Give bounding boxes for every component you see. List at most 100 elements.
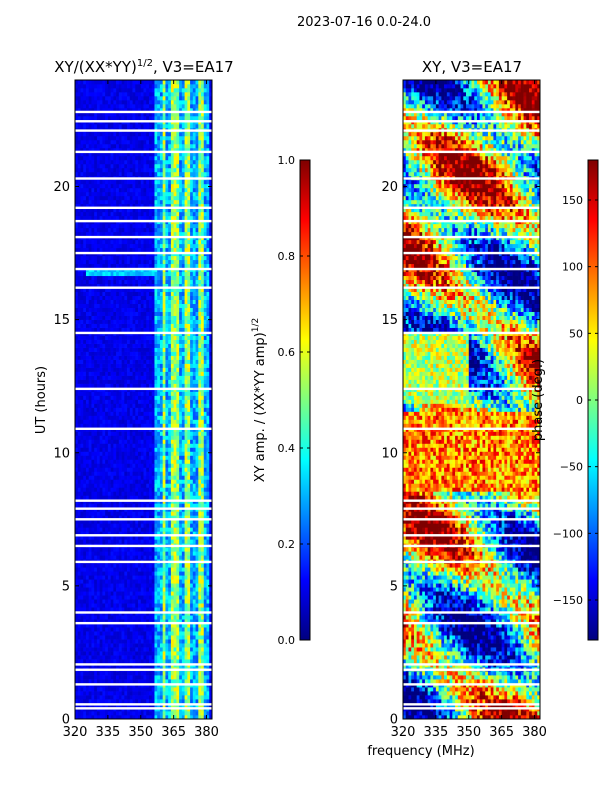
amp-cell: [99, 655, 103, 660]
amp-cell: [192, 635, 196, 640]
amp-cell: [107, 355, 111, 360]
amp-cell: [165, 583, 169, 588]
amp-cell: [99, 515, 103, 520]
amp-cell: [118, 467, 122, 472]
amp-cell: [116, 595, 120, 600]
amp-cell: [190, 479, 194, 484]
amp-cell: [132, 527, 136, 532]
amp-cell: [140, 595, 144, 600]
amp-cell: [91, 639, 95, 644]
amp-cell: [159, 359, 164, 364]
amp-cell: [96, 535, 101, 540]
amp-cell: [201, 651, 205, 656]
amp-cell: [113, 343, 117, 348]
amp-cell: [162, 375, 166, 380]
amp-cell: [127, 439, 131, 444]
amp-cell: [91, 339, 95, 344]
amp-cell: [151, 599, 155, 604]
amp-cell: [165, 527, 169, 532]
amp-cell: [99, 443, 103, 448]
amp-cell: [192, 375, 196, 380]
amp-cell: [88, 479, 92, 484]
amp-cell: [209, 455, 213, 460]
amp-cell: [116, 711, 120, 716]
amp-cell: [94, 423, 98, 428]
amp-cell: [140, 467, 144, 472]
amp-cell: [162, 459, 166, 464]
amp-cell: [96, 551, 101, 556]
amp-cell: [140, 443, 144, 448]
amp-cell: [192, 567, 196, 572]
amp-cell: [132, 467, 136, 472]
amp-cell: [129, 579, 133, 584]
amp-cell: [179, 615, 183, 620]
amp-cell: [105, 655, 109, 660]
amp-cell: [91, 411, 95, 416]
amp-cell: [127, 491, 131, 496]
amp-cell: [94, 491, 98, 496]
amp-cell: [206, 475, 210, 480]
amp-cell: [206, 323, 210, 328]
amp-cell: [124, 527, 128, 532]
amp-cell: [77, 359, 81, 364]
amp-cell: [151, 631, 155, 636]
amp-cell: [116, 571, 120, 576]
amp-cell: [118, 687, 122, 692]
amp-cell: [154, 335, 158, 340]
amp-cell: [170, 639, 174, 644]
amp-cell: [176, 367, 180, 372]
amp-cell: [190, 423, 194, 428]
amp-cell: [83, 531, 87, 536]
amp-cell: [77, 475, 81, 480]
amp-cell: [127, 691, 131, 696]
amp-cell: [140, 451, 144, 456]
amp-cell: [190, 575, 194, 580]
amp-cell: [91, 511, 95, 516]
amp-cell: [113, 711, 117, 716]
amp-cell: [151, 443, 155, 448]
amp-cell: [77, 539, 81, 544]
amp-cell: [206, 555, 210, 560]
amp-cell: [143, 539, 147, 544]
amp-cell: [187, 375, 191, 380]
amp-cell: [132, 355, 136, 360]
amp-cell: [91, 399, 95, 404]
amp-cell: [179, 419, 183, 424]
amp-cell: [190, 695, 194, 700]
amp-cell: [148, 687, 153, 692]
amp-cell: [148, 351, 153, 356]
amp-cell: [198, 343, 202, 348]
amp-cell: [170, 699, 174, 704]
amp-cell: [80, 363, 84, 368]
amp-cell: [102, 647, 106, 652]
amp-cell: [140, 491, 144, 496]
amp-cell: [140, 571, 144, 576]
amp-cell: [176, 431, 180, 436]
amp-cell: [148, 439, 153, 444]
amp-cell: [116, 439, 120, 444]
amp-cell: [80, 635, 84, 640]
amp-cell: [154, 423, 158, 428]
amp-cell: [184, 655, 188, 660]
amp-cell: [132, 587, 136, 592]
amp-cell: [96, 655, 101, 660]
amp-cell: [132, 583, 136, 588]
amp-cell: [132, 443, 136, 448]
amp-cell: [99, 615, 103, 620]
amp-cell: [75, 639, 79, 644]
amp-cell: [135, 363, 139, 368]
amp-cell: [162, 603, 166, 608]
amp-cell: [127, 383, 131, 388]
amp-cell: [165, 591, 169, 596]
amp-cell: [143, 691, 147, 696]
amp-cell: [154, 339, 158, 344]
amp-cell: [151, 539, 155, 544]
amp-cell: [83, 539, 87, 544]
amp-cell: [124, 395, 128, 400]
amp-cell: [159, 367, 164, 372]
amp-cell: [105, 595, 109, 600]
amp-cell: [116, 491, 120, 496]
amp-cell: [107, 647, 111, 652]
amp-cell: [170, 607, 174, 612]
amp-cell: [159, 419, 164, 424]
